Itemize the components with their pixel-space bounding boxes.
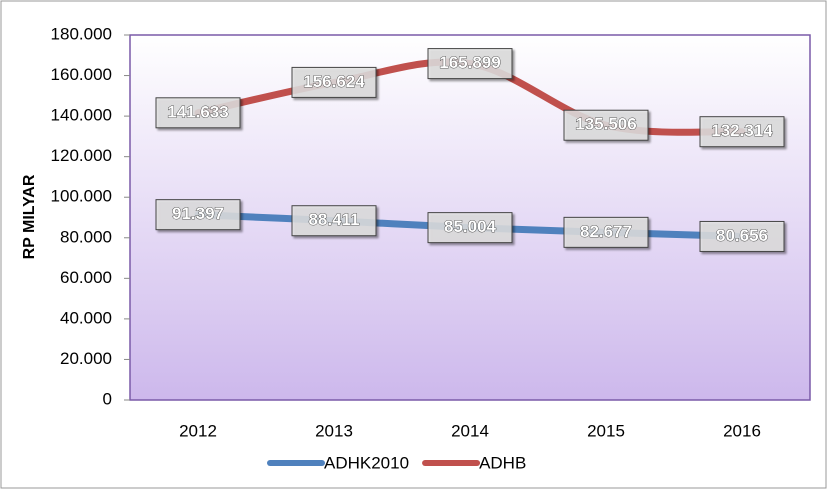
x-tick-label: 2014 — [451, 421, 489, 440]
y-tick-label: 60.000 — [60, 268, 112, 287]
label-box — [155, 199, 241, 231]
data-label: 85.004 — [444, 217, 497, 236]
data-label: 88.411 — [308, 210, 359, 229]
y-tick-label: 160.000 — [51, 65, 112, 84]
data-label: 132.314 — [711, 121, 773, 140]
x-tick-label: 2012 — [179, 421, 217, 440]
y-tick-label: 100.000 — [51, 187, 112, 206]
data-label: 135.506 — [575, 115, 636, 134]
label-box — [427, 212, 513, 244]
y-tick-label: 140.000 — [51, 106, 112, 125]
label-box — [155, 97, 241, 129]
label-box — [563, 109, 649, 141]
x-tick-label: 2015 — [587, 421, 625, 440]
y-tick-label: 20.000 — [60, 349, 112, 368]
label-box — [291, 66, 377, 98]
label-box — [699, 116, 785, 148]
data-label: 141.633 — [167, 102, 228, 121]
y-tick-label: 180.000 — [51, 24, 112, 43]
legend-label: ADHK2010 — [324, 453, 409, 472]
label-box — [699, 220, 785, 252]
legend-label: ADHB — [479, 453, 526, 472]
data-label: 156.624 — [303, 72, 365, 91]
data-label: 165.899 — [439, 53, 500, 72]
y-tick-label: 120.000 — [51, 146, 112, 165]
y-tick-label: 0 — [103, 389, 112, 408]
data-label: 82.677 — [580, 222, 632, 241]
data-label: 91.397 — [172, 204, 224, 223]
label-box — [427, 48, 513, 80]
y-axis-label: RP MILYAR — [21, 174, 38, 259]
y-tick-label: 40.000 — [60, 308, 112, 327]
x-tick-label: 2016 — [723, 421, 761, 440]
label-box — [563, 216, 649, 248]
label-box — [291, 205, 377, 237]
data-label: 80.656 — [716, 226, 768, 245]
y-tick-label: 80.000 — [60, 227, 112, 246]
x-tick-label: 2013 — [315, 421, 353, 440]
